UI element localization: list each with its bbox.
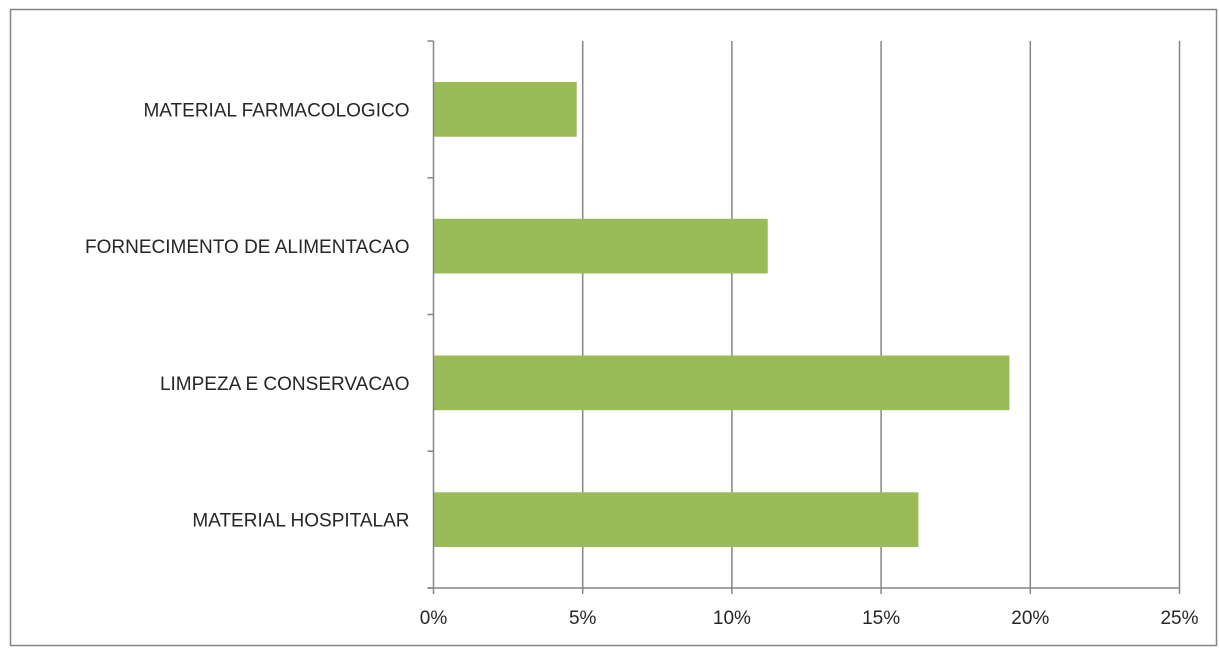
bar-limpeza-e-conservacao [433,355,1010,411]
x-tick-label: 5% [569,608,597,629]
bar-material-farmacologico [433,82,577,137]
x-tick-label: 20% [1011,608,1049,629]
category-label: LIMPEZA E CONSERVACAO [160,374,410,395]
category-label: MATERIAL HOSPITALAR [192,511,409,532]
x-tick-label: 0% [420,608,448,629]
axes [427,40,1181,594]
x-tick-label: 10% [713,608,751,629]
x-tick-label: 25% [1160,608,1198,629]
x-tick-label: 15% [862,608,900,629]
bars [433,82,1010,547]
bar-fornecimento-de-alimentacao [433,218,768,274]
category-label: FORNECIMENTO DE ALIMENTACAO [85,237,409,258]
labels: 0% 5% 10% 15% 20% 25% MATERIAL FARMACOLOGICO FO… [85,100,1199,629]
bar-material-hospitalar [433,492,919,547]
category-label: MATERIAL FARMACOLOGICO [143,100,409,121]
